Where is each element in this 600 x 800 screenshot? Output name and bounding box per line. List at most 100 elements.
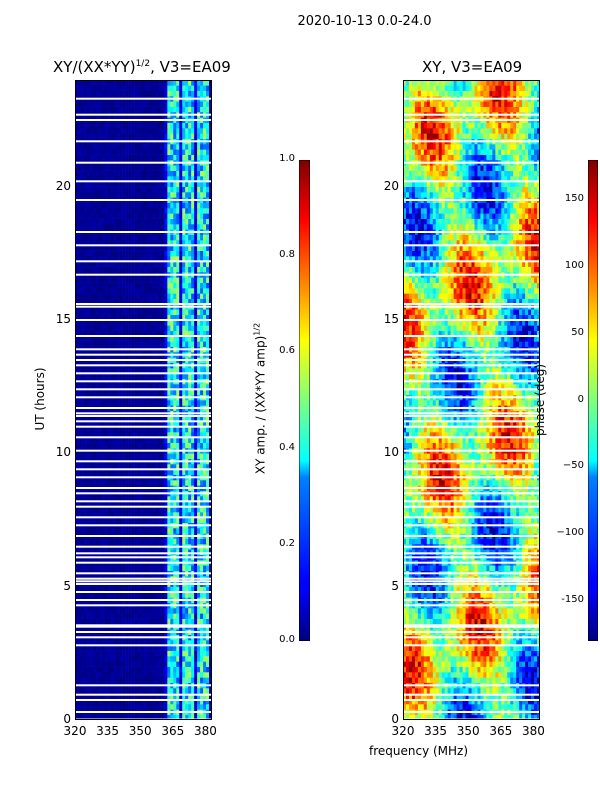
heatmap-cell <box>128 336 132 342</box>
heatmap-cell <box>119 336 123 342</box>
heatmap-cell <box>92 512 97 518</box>
heatmap-cell <box>116 608 120 614</box>
heatmap-cell <box>86 170 91 177</box>
heatmap-cell <box>92 250 97 257</box>
heatmap-cell <box>176 245 180 251</box>
heatmap-cell <box>80 368 85 374</box>
heatmap-cell <box>200 613 204 619</box>
heatmap-cell <box>209 416 212 422</box>
heatmap-cell <box>122 496 126 502</box>
heatmap-cell <box>173 432 177 438</box>
heatmap-cell <box>119 149 123 155</box>
heatmap-cell <box>131 549 135 555</box>
heatmap-cell <box>185 506 189 513</box>
heatmap-cell <box>143 309 147 315</box>
heatmap-cell <box>75 288 79 294</box>
heatmap-cell <box>98 176 103 182</box>
heatmap-cell <box>161 261 165 267</box>
heatmap-cell <box>209 170 212 177</box>
heatmap-cell <box>176 645 180 651</box>
heatmap-cell <box>149 656 153 662</box>
heatmap-cell <box>131 234 135 241</box>
heatmap-cell <box>110 586 115 593</box>
heatmap-cell <box>170 309 174 315</box>
heatmap-cell <box>80 234 85 241</box>
heatmap-cell <box>104 512 109 518</box>
heatmap-cell <box>113 240 117 246</box>
heatmap-cell <box>143 218 147 225</box>
heatmap-cell <box>200 389 204 395</box>
heatmap-cell <box>182 432 186 438</box>
heatmap-cell <box>146 330 150 337</box>
heatmap-cell <box>152 698 156 705</box>
heatmap-cell <box>95 149 100 155</box>
heatmap-cell <box>104 640 109 646</box>
heatmap-cell <box>206 592 210 598</box>
heatmap-cell <box>161 256 165 262</box>
heatmap-cell <box>101 256 106 262</box>
heatmap-cell <box>164 677 168 683</box>
heatmap-cell <box>128 384 132 390</box>
heatmap-cell <box>188 245 192 251</box>
heatmap-cell <box>92 165 97 171</box>
heatmap-cell <box>197 336 201 342</box>
heatmap-cell <box>101 314 106 321</box>
heatmap-cell <box>155 618 159 625</box>
heatmap-cell <box>89 565 94 571</box>
heatmap-cell <box>77 298 82 305</box>
heatmap-cell <box>89 640 94 646</box>
heatmap-cell <box>134 469 138 475</box>
heatmap-cell <box>104 549 109 555</box>
heatmap-cell <box>80 698 85 705</box>
heatmap-cell <box>191 240 195 246</box>
heatmap-cell <box>128 464 132 470</box>
heatmap-cell <box>179 592 183 598</box>
heatmap-cell <box>107 640 112 646</box>
heatmap-cell <box>146 506 150 513</box>
heatmap-cell <box>137 240 141 246</box>
heatmap-cell <box>131 298 135 305</box>
heatmap-cell <box>119 186 123 193</box>
heatmap-cell <box>143 320 147 326</box>
heatmap-cell <box>122 432 126 438</box>
heatmap-cell <box>170 282 174 289</box>
heatmap-cell <box>80 176 85 182</box>
heatmap-cell <box>143 213 147 219</box>
heatmap-cell <box>158 213 162 219</box>
heatmap-cell <box>152 464 156 470</box>
heatmap-cell <box>137 592 141 598</box>
heatmap-cell <box>134 453 138 459</box>
heatmap-cell <box>98 181 103 187</box>
heatmap-cell <box>101 389 106 395</box>
heatmap-cell <box>203 698 207 705</box>
heatmap-cell <box>98 496 103 502</box>
heatmap-cell <box>170 677 174 683</box>
heatmap-cell <box>188 480 192 486</box>
heatmap-cell <box>116 240 120 246</box>
heatmap-cell <box>146 384 150 390</box>
heatmap-cell <box>86 640 91 646</box>
heatmap-cell <box>119 645 123 651</box>
heatmap-cell <box>203 218 207 225</box>
heatmap-cell <box>197 202 201 209</box>
heatmap-cell <box>98 224 103 230</box>
heatmap-cell <box>86 677 91 683</box>
heatmap-cell <box>194 549 198 555</box>
heatmap-cell <box>194 309 198 315</box>
heatmap-cell <box>170 416 174 422</box>
heatmap-cell <box>176 240 180 246</box>
heatmap-cell <box>155 256 159 262</box>
heatmap-cell <box>137 325 141 331</box>
heatmap-cell <box>152 224 156 230</box>
heatmap-cell <box>167 170 171 177</box>
heatmap-cell <box>119 309 123 315</box>
heatmap-cell <box>110 501 115 507</box>
heatmap-cell <box>101 218 106 225</box>
heatmap-cell <box>140 442 144 449</box>
heatmap-cell <box>206 688 210 694</box>
heatmap-cell <box>140 202 144 209</box>
heatmap-cell <box>107 421 112 427</box>
heatmap-cell <box>143 293 147 299</box>
heatmap-cell <box>146 661 150 667</box>
heatmap-cell <box>80 218 85 225</box>
